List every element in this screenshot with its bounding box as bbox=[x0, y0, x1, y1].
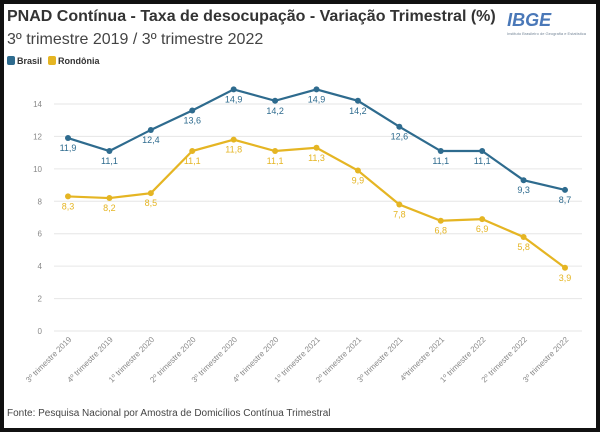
data-label: 14,2 bbox=[266, 106, 284, 116]
source-note: Fonte: Pesquisa Nacional por Amostra de … bbox=[7, 408, 331, 419]
ibge-logo: IBGE Instituto Brasileiro de Geografia e … bbox=[507, 10, 586, 36]
x-tick-label: 3º trimestre 2022 bbox=[521, 335, 571, 385]
data-label: 14,9 bbox=[225, 94, 243, 104]
data-point bbox=[65, 193, 71, 200]
data-point bbox=[189, 107, 196, 114]
y-tick-label: 14 bbox=[33, 100, 42, 109]
data-label: 5,8 bbox=[517, 242, 530, 252]
data-point bbox=[396, 123, 403, 130]
data-point bbox=[479, 148, 486, 155]
data-label: 12,4 bbox=[142, 135, 160, 145]
data-point bbox=[189, 148, 196, 155]
y-tick-label: 2 bbox=[38, 295, 43, 304]
data-label: 8,3 bbox=[62, 201, 75, 211]
y-tick-label: 4 bbox=[38, 262, 43, 271]
data-point bbox=[562, 186, 568, 193]
data-point bbox=[313, 144, 320, 151]
data-point bbox=[147, 126, 154, 133]
data-label: 7,8 bbox=[393, 210, 406, 220]
y-tick-label: 10 bbox=[33, 165, 42, 174]
data-label: 9,3 bbox=[517, 185, 530, 195]
legend-item-brasil[interactable]: Brasil bbox=[7, 56, 42, 66]
data-point bbox=[313, 86, 320, 93]
data-point bbox=[520, 177, 527, 184]
data-label: 8,5 bbox=[145, 198, 158, 208]
y-tick-label: 12 bbox=[33, 132, 42, 141]
data-point bbox=[437, 148, 444, 155]
chart-subtitle: 3º trimestre 2019 / 3º trimestre 2022 bbox=[7, 31, 264, 48]
data-label: 6,8 bbox=[434, 226, 447, 236]
data-point bbox=[520, 233, 527, 240]
data-point bbox=[106, 148, 113, 155]
data-label: 11,8 bbox=[225, 145, 242, 155]
data-label: 11,3 bbox=[308, 153, 325, 163]
data-point bbox=[479, 216, 486, 223]
data-point bbox=[562, 264, 568, 271]
data-point bbox=[147, 190, 154, 197]
data-point bbox=[272, 148, 279, 155]
legend: Brasil Rondônia bbox=[7, 56, 100, 66]
data-label: 11,1 bbox=[474, 156, 491, 166]
data-point bbox=[272, 97, 279, 104]
data-point bbox=[437, 217, 444, 224]
data-label: 11,9 bbox=[60, 143, 77, 153]
data-point bbox=[106, 195, 113, 202]
data-label: 12,6 bbox=[391, 132, 409, 142]
legend-item-rondonia[interactable]: Rondônia bbox=[48, 56, 100, 66]
data-point bbox=[230, 86, 237, 93]
data-point bbox=[65, 135, 71, 142]
data-point bbox=[230, 136, 237, 143]
chart-title: PNAD Contínua - Taxa de desocupação - Va… bbox=[7, 8, 496, 25]
data-label: 6,9 bbox=[476, 224, 489, 234]
data-point bbox=[354, 97, 361, 104]
data-label: 13,6 bbox=[183, 115, 201, 125]
legend-swatch bbox=[48, 56, 57, 65]
data-label: 11,1 bbox=[101, 156, 118, 166]
legend-swatch bbox=[7, 56, 15, 65]
y-tick-label: 6 bbox=[38, 230, 43, 239]
data-point bbox=[354, 167, 361, 174]
data-label: 11,1 bbox=[432, 156, 449, 166]
data-label: 14,2 bbox=[349, 106, 367, 116]
y-tick-label: 8 bbox=[38, 197, 43, 206]
data-label: 11,1 bbox=[267, 156, 284, 166]
data-point bbox=[396, 201, 403, 208]
data-label: 14,9 bbox=[308, 94, 326, 104]
data-label: 3,9 bbox=[559, 273, 572, 283]
data-label: 8,2 bbox=[103, 203, 116, 213]
data-label: 11,1 bbox=[184, 156, 201, 166]
y-tick-label: 0 bbox=[38, 327, 43, 336]
data-label: 9,9 bbox=[352, 175, 365, 185]
data-label: 8,7 bbox=[559, 195, 572, 205]
